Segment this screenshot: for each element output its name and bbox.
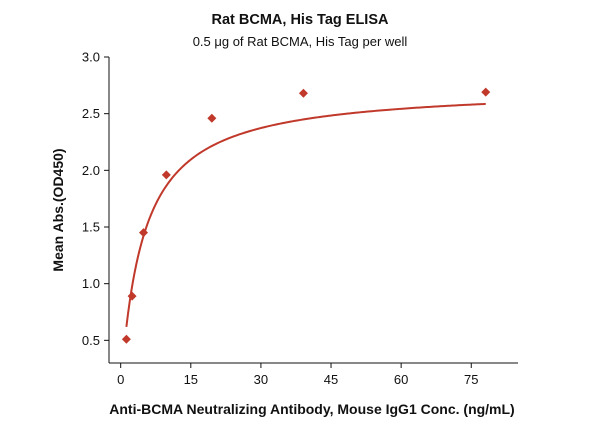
chart-title: Rat BCMA, His Tag ELISA — [212, 12, 389, 28]
x-tick-label: 0 — [117, 372, 124, 387]
y-axis-ticks: 0.5 1.0 1.5 2.0 2.5 3.0 — [82, 50, 109, 348]
data-point — [138, 228, 148, 238]
data-point — [207, 113, 217, 123]
x-axis-label: Anti-BCMA Neutralizing Antibody, Mouse I… — [109, 401, 514, 417]
data-points-layer — [121, 87, 491, 344]
fit-curve — [125, 102, 486, 327]
y-tick-label: 3.0 — [82, 50, 100, 65]
y-tick-label: 0.5 — [82, 333, 100, 348]
x-tick-label: 15 — [184, 372, 198, 387]
data-point — [127, 291, 137, 301]
fit-curve-layer — [125, 102, 486, 327]
y-tick-label: 2.0 — [82, 163, 100, 178]
x-tick-label: 60 — [394, 372, 408, 387]
y-axis-label: Mean Abs.(OD450) — [50, 148, 66, 271]
data-point — [121, 334, 131, 344]
x-axis-ticks: 0 15 30 45 60 75 — [117, 363, 478, 387]
x-tick-label: 45 — [324, 372, 338, 387]
y-tick-label: 1.0 — [82, 276, 100, 291]
y-tick-label: 2.5 — [82, 106, 100, 121]
x-tick-label: 75 — [464, 372, 478, 387]
data-point — [481, 87, 491, 97]
data-point — [298, 88, 308, 98]
x-tick-label: 30 — [254, 372, 268, 387]
y-tick-label: 1.5 — [82, 220, 100, 235]
chart-subtitle: 0.5 μg of Rat BCMA, His Tag per well — [193, 34, 408, 49]
data-point — [161, 170, 171, 180]
